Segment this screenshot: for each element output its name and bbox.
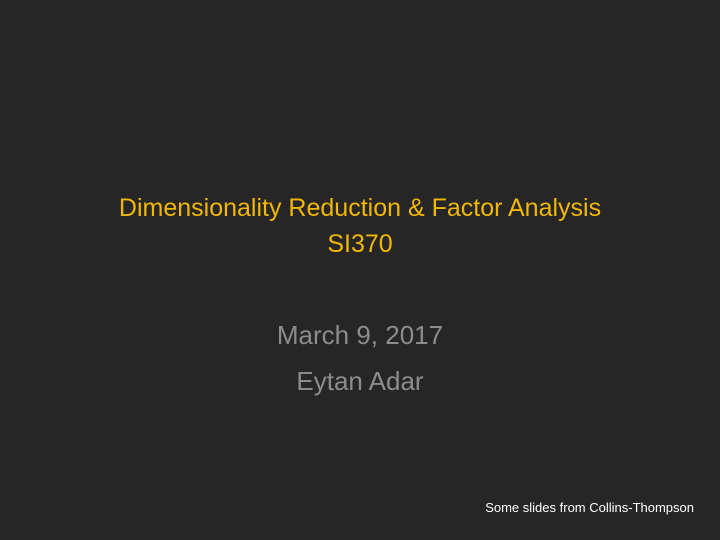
title-line-course-code: SI370: [327, 230, 393, 258]
slide-subtitle: March 9, 2017 Eytan Adar: [60, 312, 660, 404]
presenter-name: Eytan Adar: [296, 366, 424, 396]
presentation-date: March 9, 2017: [276, 320, 444, 350]
slide-title: Dimensionality Reduction & Factor Analys…: [60, 190, 660, 262]
title-line-main: Dimensionality Reduction & Factor Analys…: [118, 194, 602, 222]
slide-credit-note: Some slides from Collins-Thompson: [485, 500, 694, 515]
